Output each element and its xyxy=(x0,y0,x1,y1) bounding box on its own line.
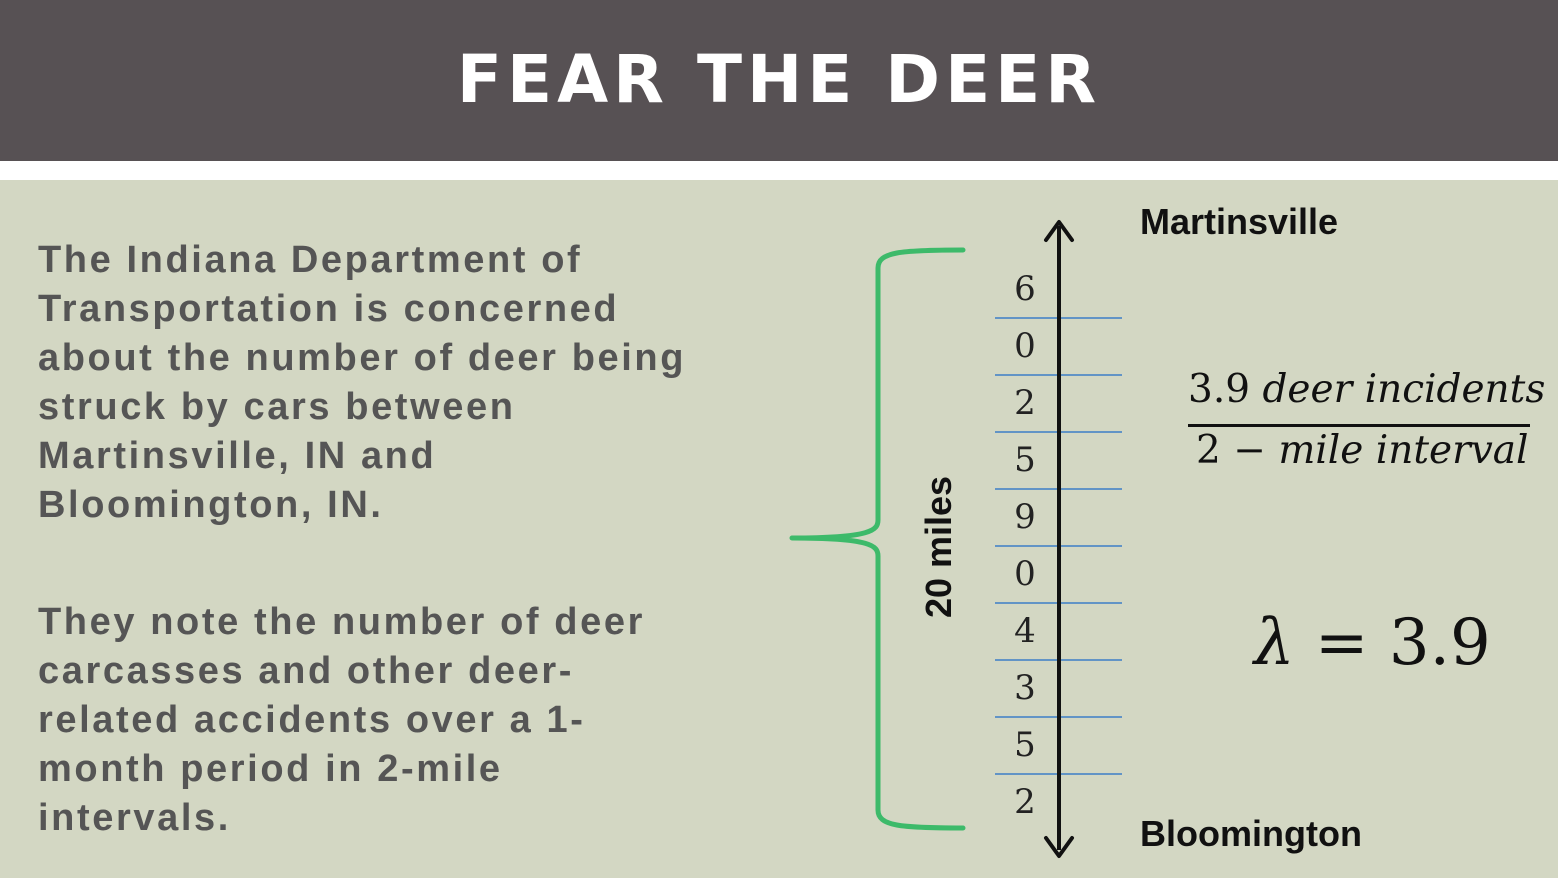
interval-count: 2 xyxy=(1014,782,1036,822)
method-paragraph: They note the number of deer carcasses a… xyxy=(38,598,798,843)
intro-paragraph: The Indiana Department of Transportation… xyxy=(38,236,798,530)
interval-count: 2 xyxy=(1014,383,1036,423)
interval-count: 6 xyxy=(1014,269,1036,309)
interval-count: 5 xyxy=(1014,440,1036,480)
title-bar xyxy=(0,0,1558,161)
paragraph-line: intervals. xyxy=(38,797,231,839)
top-city-label: Martinsville xyxy=(1140,201,1338,242)
interval-count: 0 xyxy=(1014,554,1036,594)
paragraph-line: Martinsville, IN and xyxy=(38,435,437,477)
distance-label: 20 miles xyxy=(918,476,959,618)
bottom-city-label: Bloomington xyxy=(1140,813,1362,854)
rate-numerator: 3.9 deer incidents xyxy=(1188,367,1545,412)
arrow-down-icon xyxy=(1044,836,1074,858)
paragraph-line: Bloomington, IN. xyxy=(38,484,384,526)
denominator-operator: − xyxy=(1233,428,1266,473)
denominator-value: 2 xyxy=(1196,428,1221,473)
paragraph-line: The Indiana Department of xyxy=(38,239,583,281)
brace-shape xyxy=(789,247,966,831)
lambda-equation: λ = 3.9 xyxy=(1254,606,1491,680)
paragraph-line: about the number of deer being xyxy=(38,337,687,379)
interval-count: 4 xyxy=(1014,611,1036,651)
fraction-bar xyxy=(1188,424,1530,427)
paragraph-line: carcasses and other deer- xyxy=(38,650,575,692)
denominator-text: mile interval xyxy=(1278,428,1529,473)
arrow-up-icon xyxy=(1044,220,1074,242)
lambda-value: 3.9 xyxy=(1388,606,1491,680)
rate-denominator: 2 − mile interval xyxy=(1196,428,1528,473)
lambda-symbol: λ xyxy=(1254,606,1295,680)
interval-count: 0 xyxy=(1014,326,1036,366)
paragraph-line: related accidents over a 1- xyxy=(38,699,586,741)
slide-title: FEAR THE DEER xyxy=(456,41,1102,118)
interval-counts: 6 0 2 5 9 0 4 3 5 2 xyxy=(1014,269,1036,822)
numerator-value: 3.9 xyxy=(1188,367,1251,412)
interval-count: 9 xyxy=(1014,497,1036,537)
numerator-text: deer incidents xyxy=(1262,367,1546,412)
interval-count: 5 xyxy=(1014,725,1036,765)
paragraph-line: struck by cars between xyxy=(38,386,516,428)
equals-sign: = xyxy=(1314,606,1369,680)
paragraph-line: They note the number of deer xyxy=(38,601,645,643)
interval-count: 3 xyxy=(1014,668,1036,708)
paragraph-line: month period in 2-mile xyxy=(38,748,503,790)
paragraph-line: Transportation is concerned xyxy=(38,288,620,330)
title-divider xyxy=(0,161,1558,180)
